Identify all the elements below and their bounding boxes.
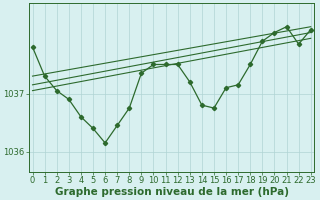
X-axis label: Graphe pression niveau de la mer (hPa): Graphe pression niveau de la mer (hPa)	[55, 187, 289, 197]
